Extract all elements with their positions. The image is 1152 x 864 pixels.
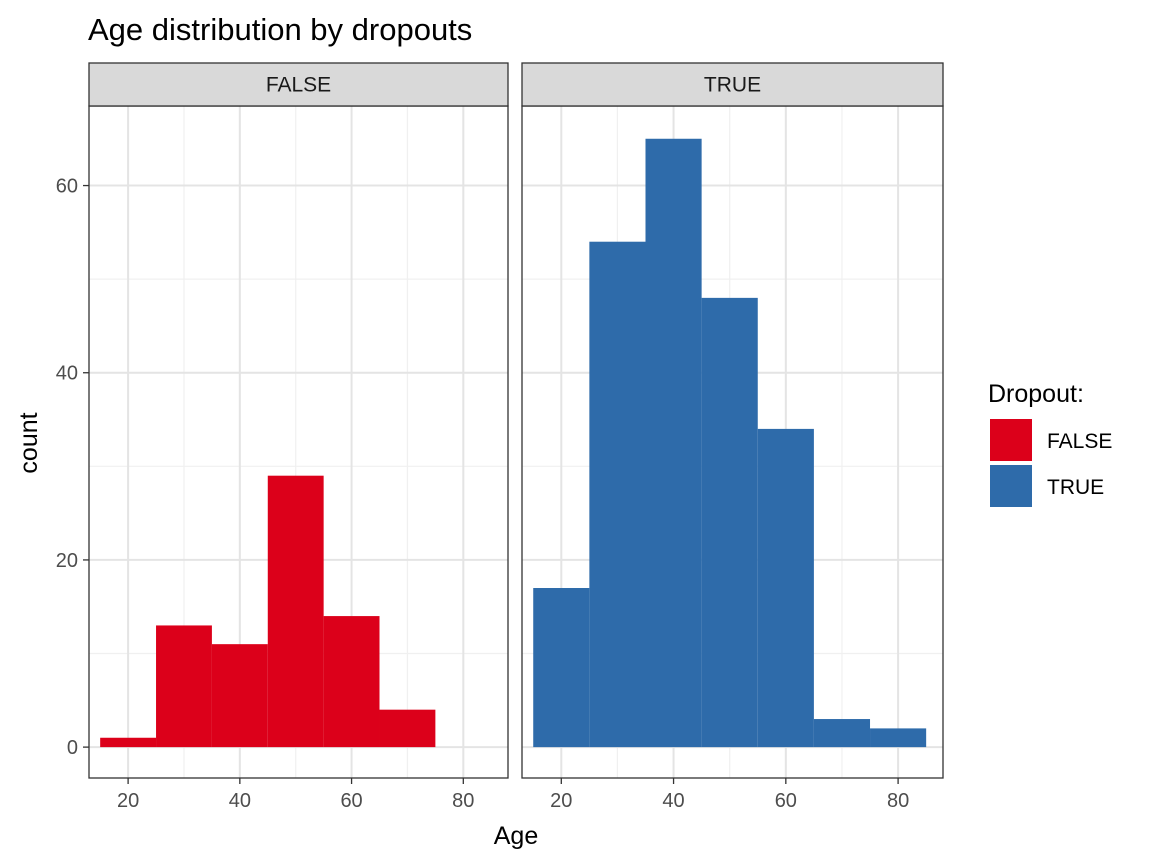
histogram-bar (100, 737, 157, 748)
histogram-bar (701, 297, 758, 748)
y-tick-label: 20 (56, 550, 78, 572)
x-tick-label: 20 (117, 790, 139, 812)
legend-key-false (990, 419, 1032, 461)
y-tick-label: 0 (67, 737, 78, 759)
histogram-bar (323, 616, 380, 748)
histogram-bar (813, 719, 871, 748)
histogram-bar (379, 709, 436, 748)
x-tick-label: 20 (550, 790, 572, 812)
y-tick-label: 40 (56, 363, 78, 385)
legend-title: Dropout: (988, 380, 1084, 408)
x-tick-label: 40 (229, 790, 251, 812)
histogram-bar (645, 138, 702, 748)
facet-strip (88, 62, 509, 107)
y-axis-title: count (15, 412, 43, 473)
facet-panels: FALSE 20 40 60 80 TRUE 20 40 60 80 (88, 62, 944, 812)
histogram-bar (156, 625, 212, 748)
facet-strip (521, 62, 944, 107)
chart-title: Age distribution by dropouts (88, 12, 472, 47)
x-axis-title: Age (494, 822, 538, 850)
facet-panel-true: TRUE 20 40 60 80 (521, 62, 944, 812)
histogram-bar (870, 728, 927, 748)
legend-key-true (990, 465, 1032, 507)
x-tick-label: 80 (452, 790, 474, 812)
y-tick-label: 60 (56, 176, 78, 198)
histogram-bar (589, 241, 646, 748)
histogram-bar (267, 475, 324, 748)
facet-strip-label: FALSE (266, 74, 331, 97)
x-tick-label: 40 (662, 790, 684, 812)
x-tick-label: 60 (340, 790, 362, 812)
facet-strip-label: TRUE (704, 74, 761, 97)
legend-label-false: FALSE (1047, 430, 1112, 453)
legend-label-true: TRUE (1047, 476, 1104, 499)
histogram-bar (757, 428, 814, 748)
facet-panel-false: FALSE 20 40 60 80 (88, 62, 509, 812)
x-tick-label: 80 (887, 790, 909, 812)
x-tick-label: 60 (775, 790, 797, 812)
y-axis: 0 20 40 60 (56, 176, 89, 759)
legend: Dropout: FALSE TRUE (988, 380, 1112, 507)
histogram-bar (211, 644, 268, 748)
histogram-bar (533, 588, 590, 748)
